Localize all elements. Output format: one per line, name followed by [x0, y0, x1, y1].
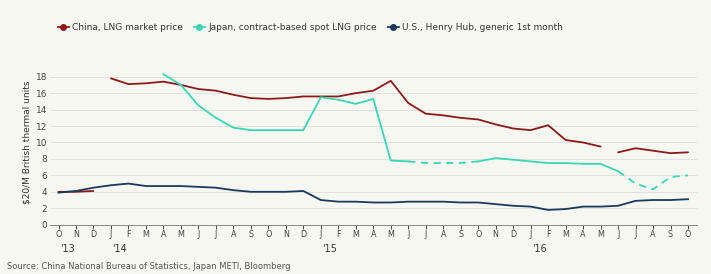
Text: '13: '13 [60, 244, 75, 254]
Text: '14: '14 [112, 244, 127, 254]
Text: Source: China National Bureau of Statistics, Japan METI, Bloomberg: Source: China National Bureau of Statist… [7, 262, 291, 271]
Text: '16: '16 [532, 244, 547, 254]
Legend: China, LNG market price, Japan, contract-based spot LNG price, U.S., Henry Hub, : China, LNG market price, Japan, contract… [54, 20, 567, 36]
Text: '15: '15 [322, 244, 337, 254]
Y-axis label: $20/M British thermal units: $20/M British thermal units [22, 81, 31, 204]
